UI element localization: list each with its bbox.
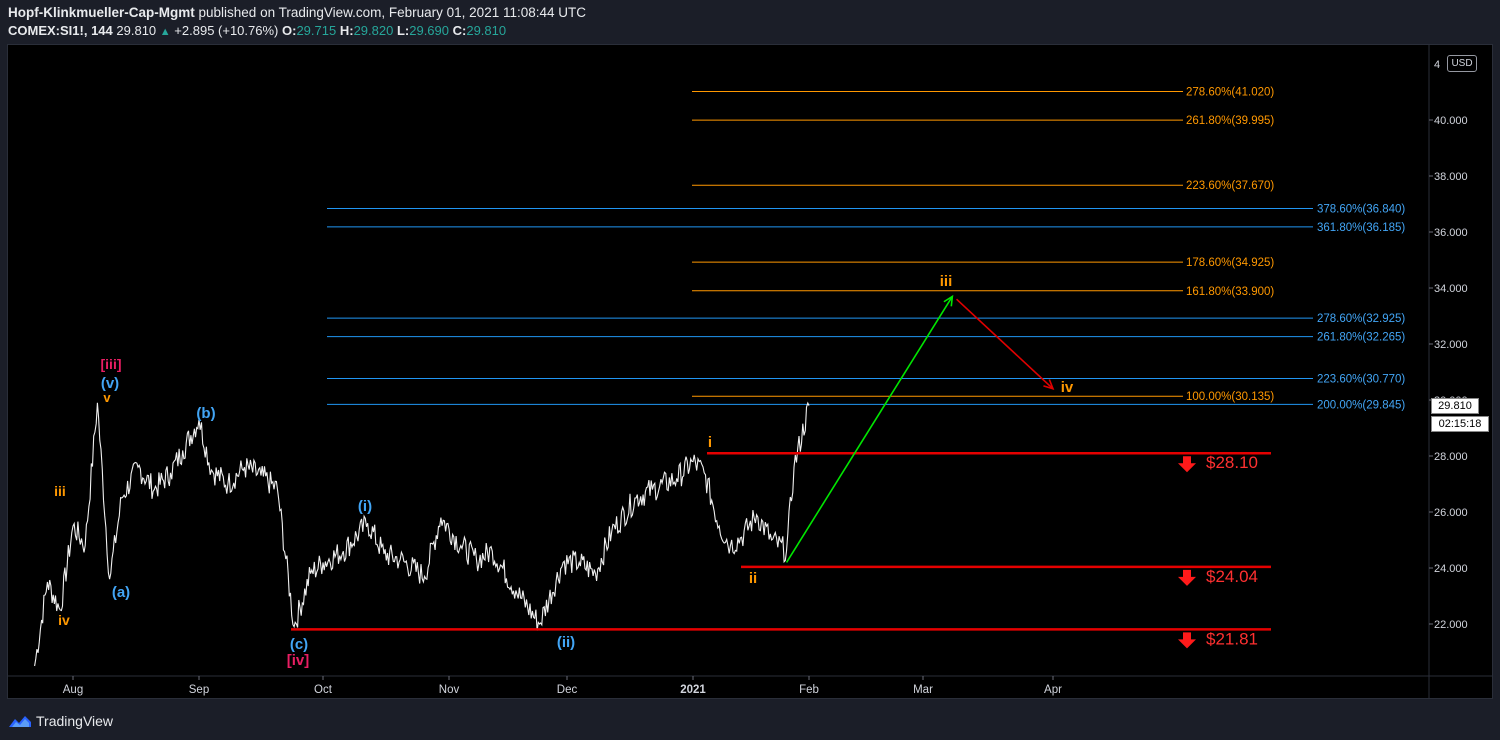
- high-label: H:: [339, 23, 354, 38]
- wave-label: iii: [940, 273, 953, 290]
- down-arrow-icon: [1178, 569, 1196, 586]
- fib-label-orange: 261.80%(39.995): [1186, 115, 1274, 127]
- wave-label: iii: [54, 483, 66, 499]
- price-tick-label: 38.000: [1434, 171, 1468, 183]
- price-tick-label: 34.000: [1434, 283, 1468, 295]
- wave-label: (a): [112, 584, 130, 601]
- time-tick-label: 2021: [680, 684, 706, 696]
- price-tick-label: 22.000: [1434, 619, 1468, 631]
- support-label: $21.81: [1206, 629, 1258, 648]
- published-text: published on TradingView.com, February 0…: [198, 5, 587, 20]
- wave-label: (v): [101, 375, 119, 392]
- fib-label-blue: 223.60%(30.770): [1317, 373, 1405, 385]
- price-change: +2.895 (+10.76%): [174, 23, 279, 38]
- projection-down-arrow[interactable]: [956, 298, 1054, 390]
- price-tick-label-partial: 4: [1434, 59, 1440, 71]
- close-label: C:: [452, 23, 467, 38]
- price-chart[interactable]: 278.60%(41.020) 261.80%(39.995) 223.60%(37…: [7, 44, 1493, 699]
- high-value: 29.820: [353, 23, 394, 38]
- close-value: 29.810: [466, 23, 507, 38]
- tradingview-brand[interactable]: TradingView: [36, 713, 114, 729]
- footer: TradingView: [8, 710, 113, 732]
- price-tick-label: 32.000: [1434, 339, 1468, 351]
- symbol-label[interactable]: COMEX:SI1!, 144: [8, 23, 113, 38]
- time-axis[interactable]: Aug Sep Oct Nov Dec 2021 Feb Mar Apr: [63, 676, 1062, 696]
- price-series[interactable]: [34, 401, 810, 667]
- fib-label-blue: 361.80%(36.185): [1317, 222, 1405, 234]
- wave-label: [iv]: [287, 652, 310, 669]
- time-tick-label: Nov: [439, 684, 460, 696]
- fib-label-orange: 178.60%(34.925): [1186, 257, 1274, 269]
- support-lines[interactable]: $28.10 $24.04 $21.81: [291, 451, 1271, 649]
- fib-label-orange: 161.80%(33.900): [1186, 286, 1274, 298]
- fib-label-orange: 223.60%(37.670): [1186, 180, 1274, 192]
- wave-label: iv: [58, 612, 70, 628]
- wave-label: (c): [290, 636, 308, 653]
- low-value: 29.690: [409, 23, 449, 38]
- open-value: 29.715: [296, 23, 337, 38]
- projection-up-arrow[interactable]: [785, 295, 954, 563]
- wave-label: (b): [196, 405, 215, 422]
- open-label: O:: [282, 23, 297, 38]
- wave-label: iv: [1061, 379, 1074, 396]
- price-tick-label: 36.000: [1434, 227, 1468, 239]
- up-triangle-icon: ▲: [159, 26, 171, 38]
- price-line[interactable]: [34, 401, 810, 667]
- chart-pane[interactable]: [7, 44, 1493, 699]
- chart-header: Hopf-Klinkmueller-Cap-Mgmt published on …: [8, 4, 1488, 44]
- projection-down-arrow-head: [1043, 379, 1055, 391]
- fib-label-blue: 378.60%(36.840): [1317, 203, 1405, 215]
- low-label: L:: [396, 23, 410, 38]
- wave-label: ii: [749, 570, 757, 587]
- fib-label-blue: 200.00%(29.845): [1317, 399, 1405, 411]
- time-tick-label: Mar: [913, 684, 933, 696]
- price-tick-label: 24.000: [1434, 563, 1468, 575]
- time-tick-label: Feb: [799, 684, 819, 696]
- time-tick-label: Aug: [63, 684, 83, 696]
- wave-label: (ii): [557, 634, 575, 651]
- wave-label: v: [103, 390, 111, 405]
- fib-label-blue: 278.60%(32.925): [1317, 313, 1405, 325]
- support-label: $24.04: [1206, 567, 1258, 586]
- bar-countdown-badge: 02:15:18: [1431, 416, 1489, 432]
- support-label: $28.10: [1206, 453, 1258, 472]
- tradingview-logo-icon[interactable]: [8, 714, 32, 728]
- down-arrow-icon: [1178, 632, 1196, 649]
- fib-label-orange: 100.00%(30.135): [1186, 391, 1274, 403]
- symbol-line: COMEX:SI1!, 144 29.810 ▲ +2.895 (+10.76%…: [8, 22, 1488, 41]
- wave-label: i: [708, 434, 712, 451]
- time-tick-label: Sep: [189, 684, 209, 696]
- time-tick-label: Oct: [314, 684, 333, 696]
- wave-label: [iii]: [101, 356, 122, 372]
- price-axis[interactable]: 40.00038.00036.00034.00032.00030.00028.0…: [1429, 59, 1468, 631]
- fib-levels[interactable]: 278.60%(41.020) 261.80%(39.995) 223.60%(37…: [327, 86, 1405, 411]
- down-arrow-icon: [1178, 456, 1196, 473]
- current-price-badge: 29.810: [1431, 398, 1479, 414]
- currency-badge[interactable]: USD: [1447, 55, 1477, 72]
- time-tick-label: Dec: [557, 684, 578, 696]
- price-tick-label: 26.000: [1434, 507, 1468, 519]
- fib-label-blue: 261.80%(32.265): [1317, 332, 1405, 344]
- fib-label-orange: 278.60%(41.020): [1186, 86, 1274, 98]
- projection-arrows[interactable]: [785, 294, 1055, 563]
- publish-line: Hopf-Klinkmueller-Cap-Mgmt published on …: [8, 4, 1488, 22]
- projection-up-arrow-head: [943, 294, 954, 307]
- wave-label: (i): [358, 498, 372, 515]
- author-name[interactable]: Hopf-Klinkmueller-Cap-Mgmt: [8, 5, 195, 20]
- last-price: 29.810: [116, 23, 157, 38]
- price-tick-label: 28.000: [1434, 451, 1468, 463]
- wave-labels: [iii](v)viiiiv(a)(b)(c)[iv](i)(ii)iiiiii…: [54, 273, 1074, 669]
- time-tick-label: Apr: [1044, 684, 1062, 696]
- price-tick-label: 40.000: [1434, 115, 1468, 127]
